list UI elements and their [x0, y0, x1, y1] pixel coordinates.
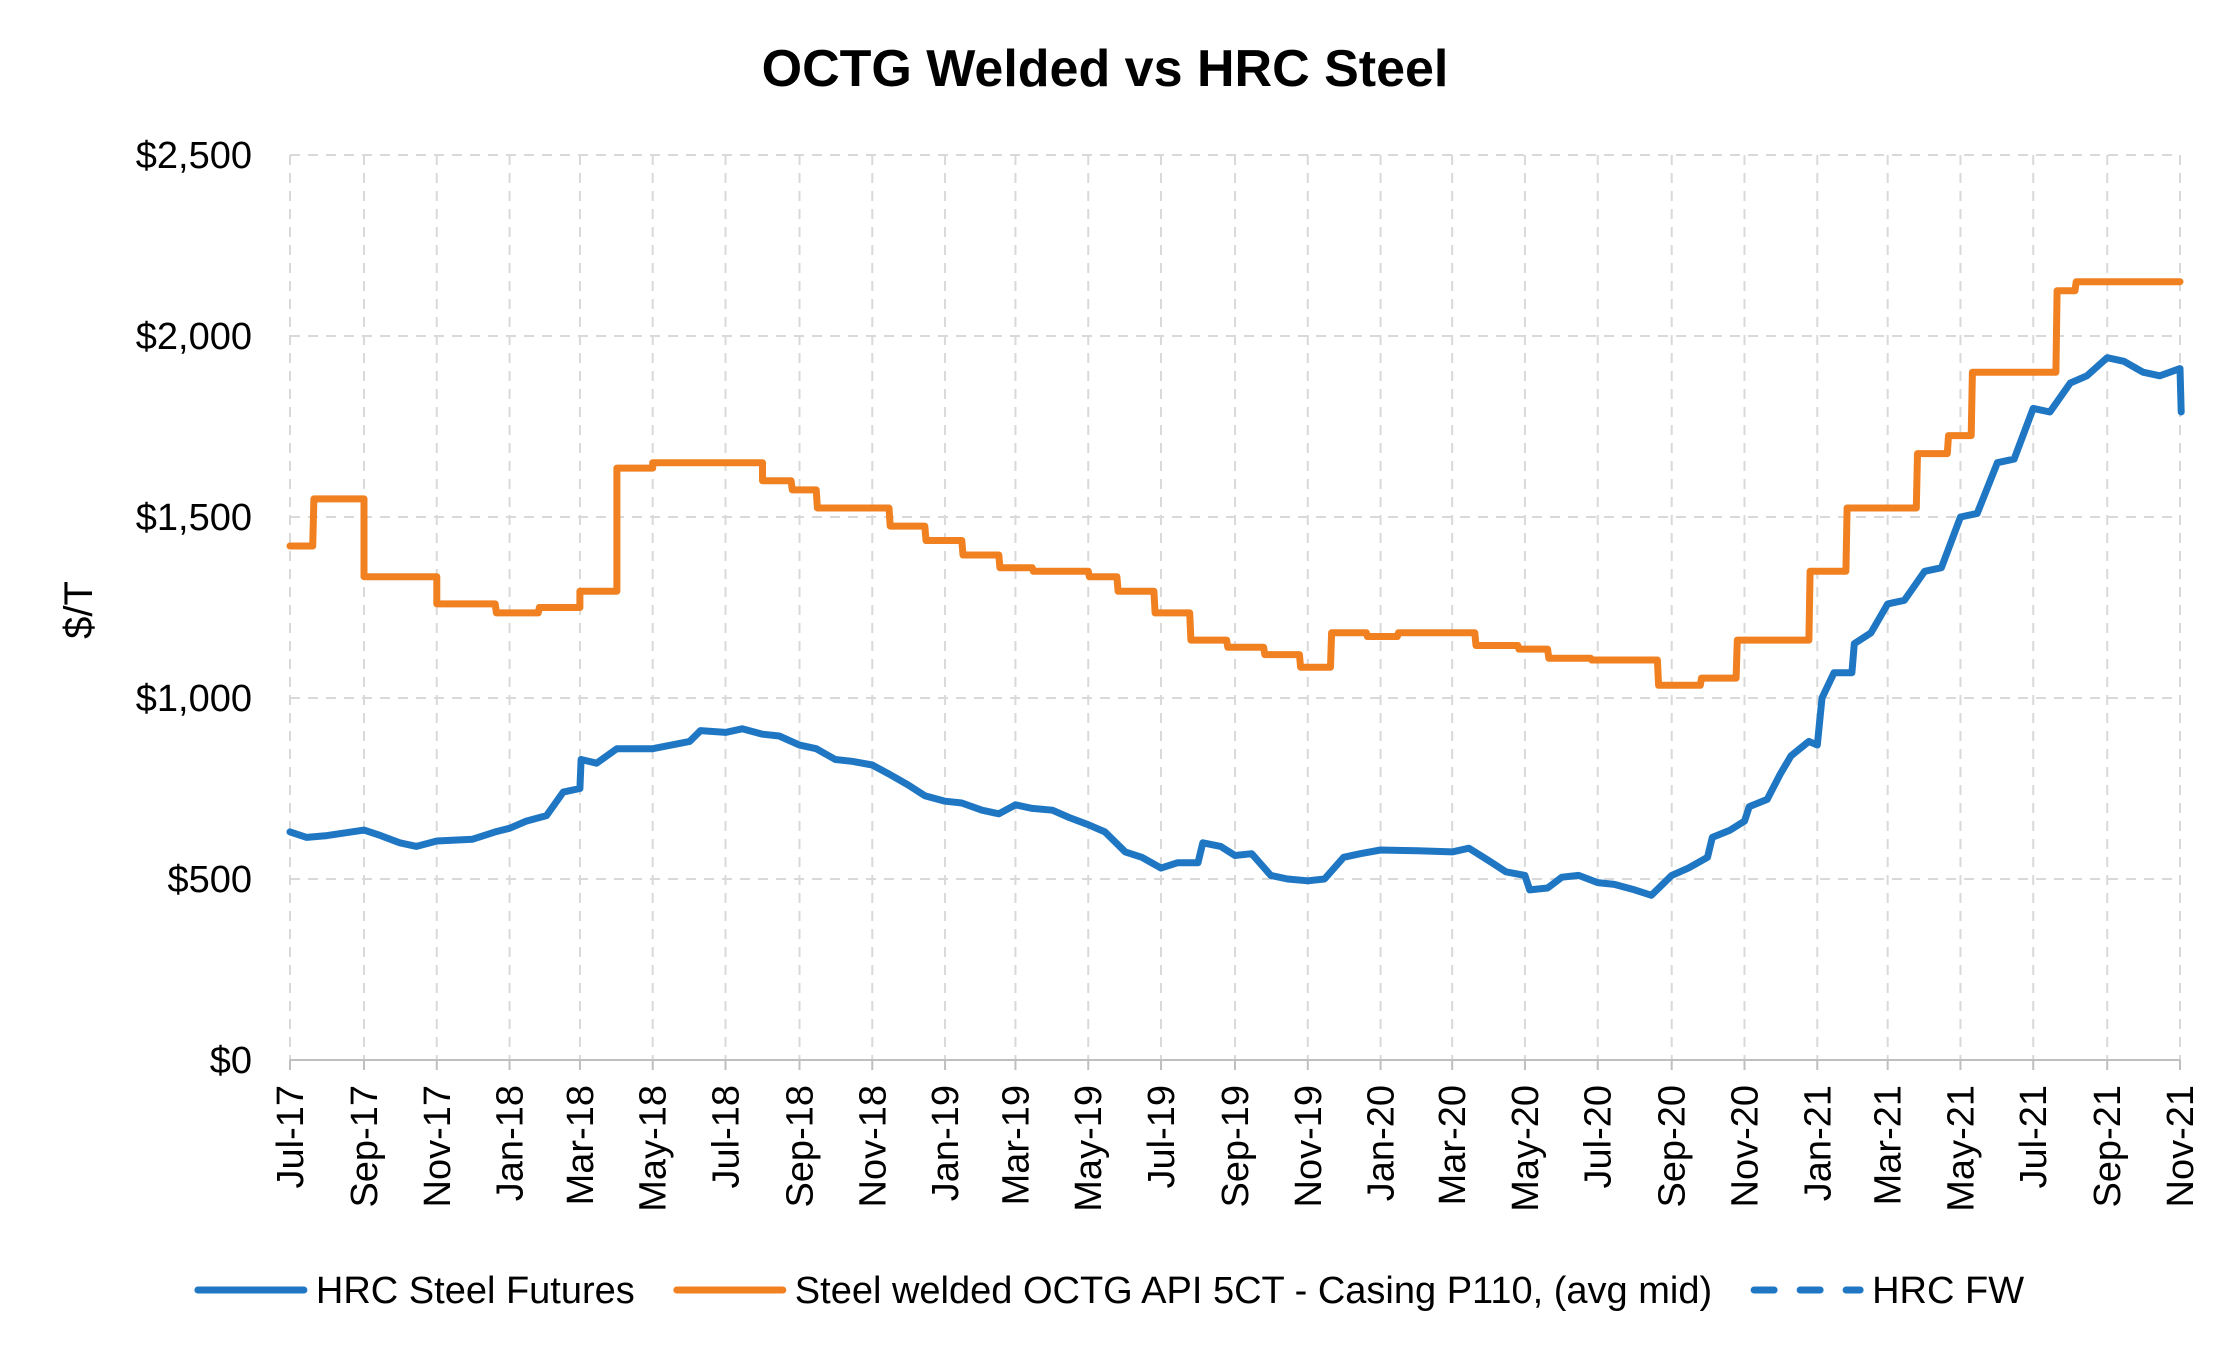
series-line-hrc-futures	[286, 354, 2185, 899]
x-tick-label: Jan-18	[490, 1085, 532, 1201]
grid-layer	[289, 154, 2181, 1060]
x-tick-label: Nov-21	[2160, 1085, 2202, 1208]
x-tick-label: Sep-21	[2087, 1085, 2129, 1208]
x-tick-label: Sep-18	[779, 1085, 821, 1208]
x-tick-label: Jan-20	[1361, 1085, 1403, 1201]
x-tick-label: Nov-19	[1288, 1085, 1330, 1208]
x-tick-label: Jul-17	[270, 1085, 312, 1189]
x-tick-label: Jan-21	[1797, 1085, 1839, 1201]
x-tick-label: Jan-19	[925, 1085, 967, 1201]
legend: HRC Steel Futures Steel welded OCTG API 5…	[194, 1270, 2024, 1312]
x-tick-label: Jul-20	[1578, 1085, 1620, 1189]
x-tick-label: Sep-20	[1652, 1085, 1694, 1208]
x-tick-label: May-21	[1940, 1085, 1982, 1212]
x-tick-label: Jul-21	[2013, 1085, 2055, 1189]
legend-label: HRC Steel Futures	[316, 1270, 635, 1312]
series-line-octg-casing	[286, 278, 2184, 689]
x-tick-label: Mar-19	[995, 1085, 1037, 1205]
x-tick-label: Sep-17	[344, 1085, 386, 1208]
y-tick-label: $1,500	[136, 497, 252, 539]
x-tick-label: Sep-19	[1215, 1085, 1257, 1208]
legend-label: Steel welded OCTG API 5CT - Casing P110,…	[795, 1270, 1712, 1312]
x-tick-label: Jul-19	[1141, 1085, 1183, 1189]
axes-layer: $0 $500 $1,000 $1,500 $2,000 $2,500 Jul-17 Sep-…	[136, 135, 2202, 1212]
legend-label: HRC FW	[1872, 1270, 2024, 1312]
x-tick-label: May-19	[1068, 1085, 1110, 1212]
series-layer	[286, 278, 2185, 899]
x-tick-label: Nov-20	[1724, 1085, 1766, 1208]
chart-title: OCTG Welded vs HRC Steel	[762, 40, 1449, 98]
y-tick-label: $500	[167, 859, 252, 901]
x-tick-label: May-20	[1505, 1085, 1547, 1212]
y-tick-label: $1,000	[136, 678, 252, 720]
y-axis-label: $/T	[57, 581, 101, 639]
x-tick-label: Mar-21	[1868, 1085, 1910, 1205]
x-tick-label: May-18	[633, 1085, 675, 1212]
y-tick-label: $2,000	[136, 316, 252, 358]
x-tick-label: Mar-20	[1432, 1085, 1474, 1205]
x-tick-label: Nov-18	[852, 1085, 894, 1208]
x-tick-label: Mar-18	[560, 1085, 602, 1205]
y-tick-label: $2,500	[136, 135, 252, 177]
x-tick-label: Jul-18	[706, 1085, 748, 1189]
y-tick-label: $0	[210, 1040, 252, 1082]
x-tick-label: Nov-17	[417, 1085, 459, 1208]
